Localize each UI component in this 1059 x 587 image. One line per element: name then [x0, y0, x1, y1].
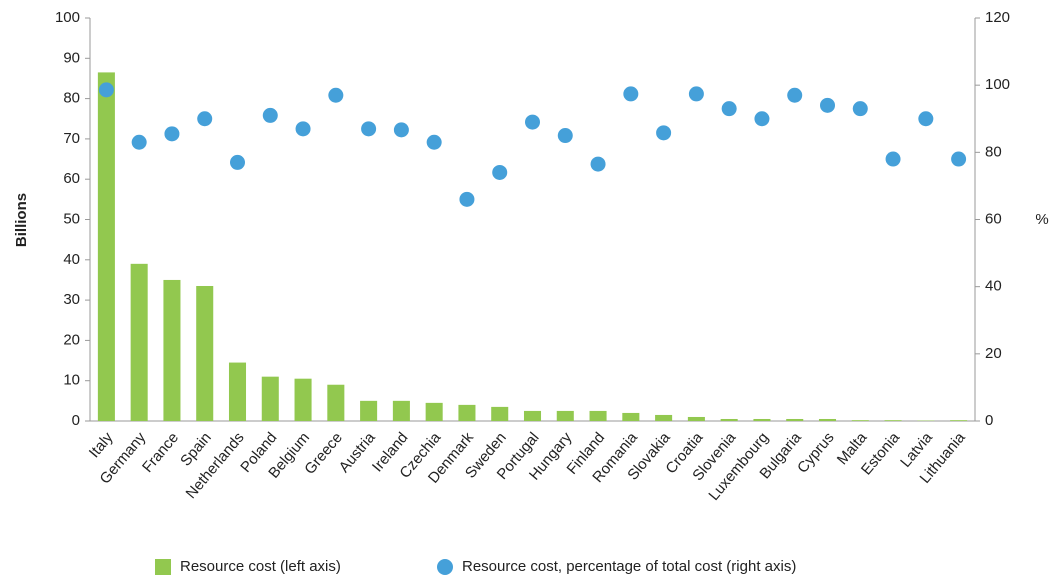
y2-tick-label: 20: [985, 345, 1002, 362]
y2-tick-label: 120: [985, 9, 1010, 26]
bar: [131, 264, 148, 421]
dot: [918, 111, 933, 126]
dot: [754, 111, 769, 126]
bar: [360, 401, 377, 421]
bar: [655, 415, 672, 421]
bar: [819, 419, 836, 421]
x-tick-label: Italy: [86, 429, 117, 461]
dot: [689, 86, 704, 101]
bar: [950, 420, 967, 421]
bar: [688, 417, 705, 421]
dot: [853, 101, 868, 116]
y-tick-label: 0: [72, 412, 80, 429]
y2-tick-label: 60: [985, 210, 1002, 227]
bar: [229, 363, 246, 421]
x-tick-label: Cyprus: [794, 429, 838, 476]
bar: [721, 419, 738, 421]
bar: [622, 413, 639, 421]
y2-tick-label: 100: [985, 76, 1010, 93]
bar: [262, 377, 279, 421]
dot: [525, 115, 540, 130]
y2-tick-label: 0: [985, 412, 993, 429]
dot: [164, 126, 179, 141]
y-tick-label: 100: [55, 9, 80, 26]
y-tick-label: 10: [63, 372, 80, 389]
y2-tick-label: 80: [985, 143, 1002, 160]
bar: [852, 420, 869, 421]
y-tick-label: 60: [63, 170, 80, 187]
bar: [295, 379, 312, 421]
legend-key: [155, 559, 171, 575]
y-tick-label: 30: [63, 291, 80, 308]
bar: [491, 407, 508, 421]
dot: [820, 98, 835, 113]
dot: [787, 88, 802, 103]
bar: [753, 419, 770, 421]
bar: [196, 286, 213, 421]
y-tick-label: 80: [63, 90, 80, 107]
bar: [426, 403, 443, 421]
bar: [393, 401, 410, 421]
dot: [722, 101, 737, 116]
dot: [132, 135, 147, 150]
bar: [590, 411, 607, 421]
bar: [327, 385, 344, 421]
bar: [458, 405, 475, 421]
x-tick-label: Austria: [336, 429, 379, 476]
y-tick-label: 50: [63, 210, 80, 227]
x-tick-label: France: [139, 429, 182, 476]
y-tick-label: 20: [63, 331, 80, 348]
legend-key: [437, 559, 453, 575]
y-tick-label: 90: [63, 49, 80, 66]
y-tick-label: 40: [63, 251, 80, 268]
bar: [786, 419, 803, 421]
bar: [885, 420, 902, 421]
dot: [951, 152, 966, 167]
dot: [328, 88, 343, 103]
bar: [557, 411, 574, 421]
dot: [492, 165, 507, 180]
legend-label: Resource cost (left axis): [180, 558, 341, 575]
dot: [427, 135, 442, 150]
dot: [558, 128, 573, 143]
dot: [591, 157, 606, 172]
dot: [197, 111, 212, 126]
dot: [361, 121, 376, 136]
y2-axis-label: %: [1035, 211, 1048, 228]
bar: [524, 411, 541, 421]
bar: [98, 72, 115, 421]
dot: [394, 122, 409, 137]
dot: [230, 155, 245, 170]
dot: [99, 82, 114, 97]
dot: [623, 86, 638, 101]
dot: [296, 121, 311, 136]
bar: [163, 280, 180, 421]
y2-tick-label: 40: [985, 278, 1002, 295]
y-tick-label: 70: [63, 130, 80, 147]
legend-label: Resource cost, percentage of total cost …: [462, 558, 796, 575]
dot: [263, 108, 278, 123]
y-axis-label: Billions: [13, 193, 30, 247]
dot: [459, 192, 474, 207]
dot: [886, 152, 901, 167]
dot: [656, 125, 671, 140]
